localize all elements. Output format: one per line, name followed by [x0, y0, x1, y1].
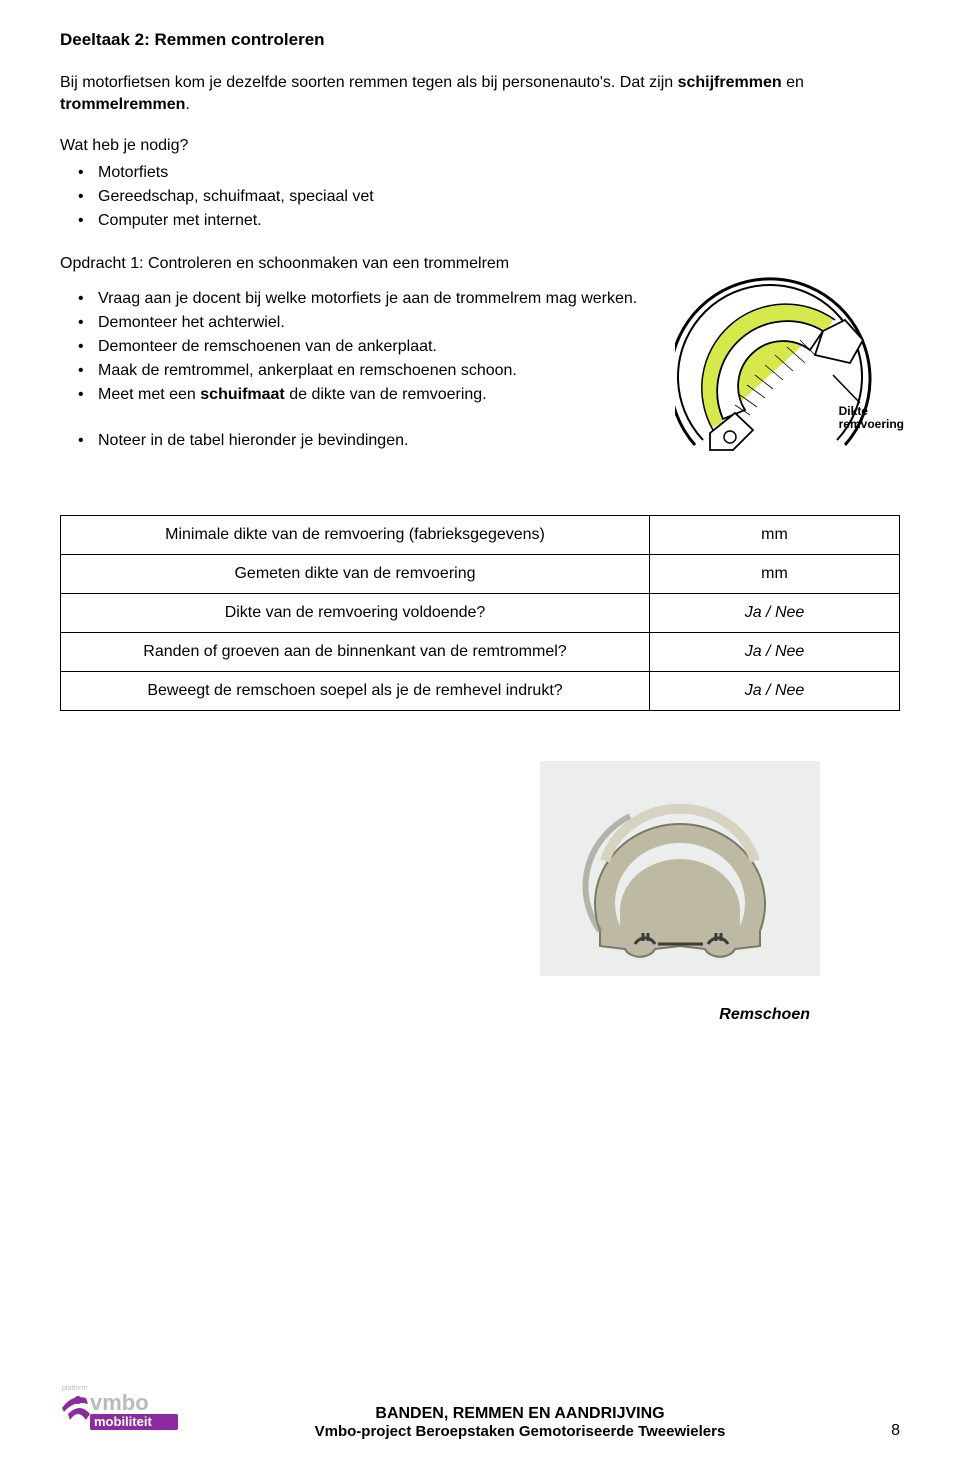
assignment-note-list: Noteer in de tabel hieronder je bevindin… [60, 429, 655, 453]
footer-line2: Vmbo-project Beroepstaken Gemotoriseerde… [180, 1423, 860, 1440]
table-row: Randen of groeven aan de binnenkant van … [61, 633, 900, 672]
assignment-block: Opdracht 1: Controleren en schoonmaken v… [60, 255, 900, 485]
footer-center: BANDEN, REMMEN EN AANDRIJVING Vmbo-proje… [180, 1405, 860, 1440]
table-label: Gemeten dikte van de remvoering [61, 555, 650, 594]
task-title: Deeltaak 2: Remmen controleren [60, 30, 900, 50]
findings-table: Minimale dikte van de remvoering (fabrie… [60, 515, 900, 711]
photo-caption: Remschoen [540, 1006, 820, 1024]
table-value: Ja / Nee [650, 672, 900, 711]
table-row: Minimale dikte van de remvoering (fabrie… [61, 516, 900, 555]
need-list: Motorfiets Gereedschap, schuifmaat, spec… [60, 161, 900, 233]
logo-word-vmbo: vmbo [90, 1390, 149, 1415]
table-label: Beweegt de remschoen soepel als je de re… [61, 672, 650, 711]
intro-text-1: Bij motorfietsen kom je dezelfde soorten… [60, 74, 678, 91]
intro-text-mid: en [782, 74, 804, 91]
li-text-bold: schuifmaat [200, 386, 284, 403]
table-label: Minimale dikte van de remvoering (fabrie… [61, 516, 650, 555]
need-heading: Wat heb je nodig? [60, 137, 900, 155]
list-item: Maak de remtrommel, ankerplaat en remsch… [98, 359, 655, 383]
diagram-label-l2: remvoering [839, 417, 904, 431]
list-item: Computer met internet. [98, 209, 900, 233]
table-row: Dikte van de remvoering voldoende? Ja / … [61, 594, 900, 633]
vmbo-logo-svg: platform vmbo mobiliteit [60, 1380, 180, 1435]
table-value: Ja / Nee [650, 594, 900, 633]
list-item: Gereedschap, schuifmaat, speciaal vet [98, 185, 900, 209]
table-value: mm [650, 516, 900, 555]
list-item: Demonteer de remschoenen van de ankerpla… [98, 335, 655, 359]
photo-block: Remschoen [540, 761, 820, 1024]
diagram-col: Dikte remvoering [675, 255, 900, 485]
li-text-pre: Meet met een [98, 386, 200, 403]
li-text-post: de dikte van de remvoering. [285, 386, 487, 403]
table-label: Dikte van de remvoering voldoende? [61, 594, 650, 633]
table-label: Randen of groeven aan de binnenkant van … [61, 633, 650, 672]
table-value: Ja / Nee [650, 633, 900, 672]
vmbo-logo: platform vmbo mobiliteit [60, 1380, 180, 1440]
diagram-label: Dikte remvoering [839, 405, 904, 431]
assignment-list: Vraag aan je docent bij welke motorfiets… [60, 287, 655, 407]
table-row: Gemeten dikte van de remvoering mm [61, 555, 900, 594]
intro-text-end: . [185, 96, 189, 113]
page-content: Deeltaak 2: Remmen controleren Bij motor… [0, 0, 960, 1024]
table-row: Beweegt de remschoen soepel als je de re… [61, 672, 900, 711]
intro-bold-1: schijfremmen [678, 74, 782, 91]
list-item: Meet met een schuifmaat de dikte van de … [98, 383, 655, 407]
brake-shoe-svg [540, 761, 820, 976]
diagram-label-l1: Dikte [839, 404, 868, 418]
list-item: Demonteer het achterwiel. [98, 311, 655, 335]
logo-word-platform: platform [62, 1385, 87, 1392]
assignment-heading: Opdracht 1: Controleren en schoonmaken v… [60, 255, 655, 273]
list-item: Motorfiets [98, 161, 900, 185]
list-item: Vraag aan je docent bij welke motorfiets… [98, 287, 655, 311]
assignment-text-col: Opdracht 1: Controleren en schoonmaken v… [60, 255, 655, 485]
drum-brake-diagram: Dikte remvoering [675, 255, 900, 485]
drum-brake-svg [675, 255, 900, 485]
table-value: mm [650, 555, 900, 594]
list-item: Noteer in de tabel hieronder je bevindin… [98, 429, 655, 453]
intro-bold-2: trommelremmen [60, 96, 185, 113]
brake-shoe-photo [540, 761, 820, 976]
intro-paragraph: Bij motorfietsen kom je dezelfde soorten… [60, 72, 900, 115]
page-footer: platform vmbo mobiliteit BANDEN, REMMEN … [0, 1380, 960, 1440]
page-number: 8 [860, 1422, 900, 1440]
footer-line1: BANDEN, REMMEN EN AANDRIJVING [180, 1405, 860, 1423]
logo-word-mobiliteit: mobiliteit [94, 1414, 152, 1429]
